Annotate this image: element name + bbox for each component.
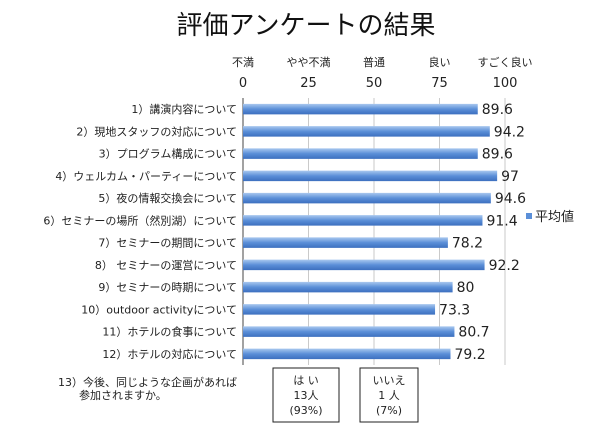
bar [243,326,455,337]
value-labels: 89.6 94.2 89.6 97 94.6 91.478.2 92.2 80 73.3 80.7… [439,102,526,363]
category-label: 2）現地スタッフの対応について [76,124,237,138]
category-label: 8） セミナーの運営について [95,258,237,272]
category-label: 3）プログラム構成について [99,147,237,161]
category-label: 6）セミナーの場所（然別湖）について [43,213,237,227]
value-label: 73.3 [439,302,470,318]
category-label: 9）セミナーの時期について [98,281,237,294]
scale-word: やや不満 [287,56,331,69]
bar [243,215,483,226]
bar [243,304,436,315]
category-label: 4）ウェルカム・パーティーについて [55,170,237,183]
answer-no-box [359,367,419,423]
scale-word: すごく良い [478,55,533,69]
x-tick-label: 75 [431,76,448,91]
x-tick-label: 100 [493,76,518,91]
bar [243,259,485,271]
category-label: 12）ホテルの対応について [102,347,237,361]
axis-tick-labels: 0 25 50 75 100 [239,76,518,91]
bar [243,148,478,159]
scale-word: 良い [429,55,451,69]
answer-yes-box [272,367,340,423]
category-labels: 1）講演内容について 2）現地スタッフの対応について 3）プログラム構成について 4）… [43,102,237,361]
value-label: 92.2 [489,258,520,274]
category-label: 10）outdoor activityについて [81,303,237,316]
chart-title: 評価アンケートの結果 [177,11,436,41]
bar [243,126,490,137]
x-tick-label: 25 [300,76,317,91]
category-label: 11）ホテルの食事について [102,325,237,339]
category-label: 1）講演内容について [131,102,237,116]
value-label: 79.2 [455,347,486,363]
bar [243,103,478,115]
scale-word: 不満 [232,56,254,69]
question-13-line-1: 13）今後、同じような企画があれば [58,375,237,389]
value-label: 94.6 [495,191,526,207]
answer-no-line-3: (7%) [376,404,402,417]
legend-label: 平均値 [535,209,574,225]
answer-yes-line-3: (93%) [289,404,322,417]
scale-word: 普通 [363,55,385,69]
x-tick-label: 50 [366,76,383,91]
legend-swatch [526,213,532,219]
value-label: 97 [501,169,519,185]
value-label: 80.7 [458,325,489,341]
bar [243,192,491,204]
legend: 平均値 [526,209,574,225]
scale-words: 不満 やや不満 普通 良い すごく良い [232,55,533,69]
category-label: 5）夜の情報交換会について [98,191,237,205]
answer-no-line-1: いいえ [373,374,406,387]
value-label: 89.6 [482,102,513,118]
value-label: 89.6 [482,147,513,163]
value-label: 94.2 [494,124,525,140]
question-13-line-2: 参加されますか。 [79,388,167,402]
value-label: 80 [457,280,475,296]
bar [243,281,453,293]
category-label: 7）セミナーの期間について [98,237,237,250]
question-13: 13）今後、同じような企画があれば 参加されますか。 は い 13人 (93%)… [58,367,419,423]
x-tick-label: 0 [239,76,247,91]
gridlines [242,98,506,365]
value-label: 91.4 [486,213,517,229]
answer-yes-line-2: 13人 [294,389,319,402]
answer-yes-line-1: は い [293,374,319,387]
bar [243,348,451,360]
bars [243,103,498,360]
value-label: 78.2 [452,236,483,252]
bar [243,170,498,182]
bar [243,237,448,248]
answer-no-line-2: 1 人 [378,389,400,402]
